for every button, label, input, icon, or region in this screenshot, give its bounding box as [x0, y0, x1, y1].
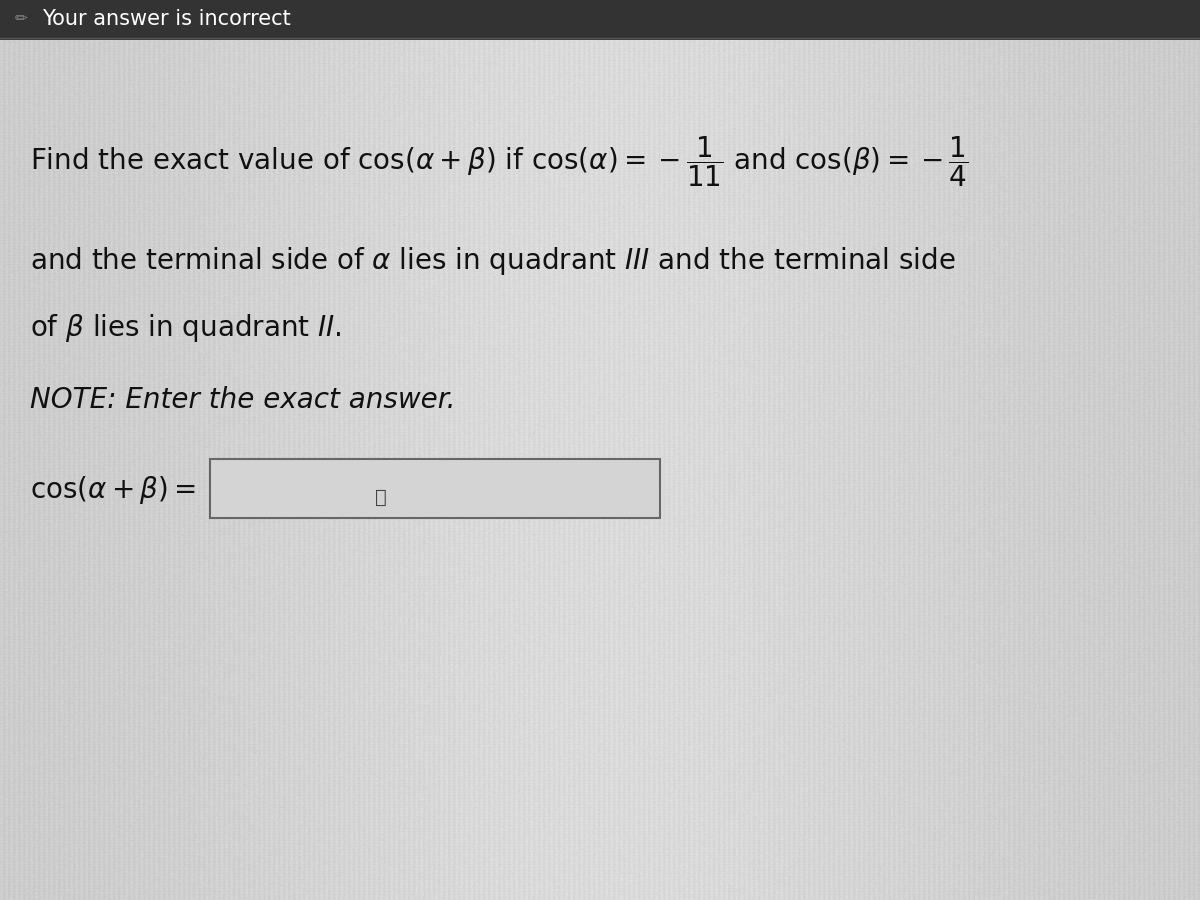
Text: Find the exact value of $\cos(\alpha + \beta)$ if $\cos(\alpha) = -\dfrac{1}{11}: Find the exact value of $\cos(\alpha + \… [30, 135, 968, 189]
Text: 👆: 👆 [376, 488, 386, 507]
Text: $\cos(\alpha + \beta) =$: $\cos(\alpha + \beta) =$ [30, 474, 196, 507]
FancyBboxPatch shape [0, 0, 1200, 38]
Text: ✏: ✏ [14, 12, 28, 26]
Text: of $\beta$ lies in quadrant $\mathit{II}$.: of $\beta$ lies in quadrant $\mathit{II}… [30, 312, 342, 345]
FancyBboxPatch shape [210, 459, 660, 518]
Text: and the terminal side of $\alpha$ lies in quadrant $\mathit{III}$ and the termin: and the terminal side of $\alpha$ lies i… [30, 245, 955, 277]
Text: Your answer is incorrect: Your answer is incorrect [42, 9, 290, 29]
Text: NOTE: Enter the exact answer.: NOTE: Enter the exact answer. [30, 386, 456, 415]
